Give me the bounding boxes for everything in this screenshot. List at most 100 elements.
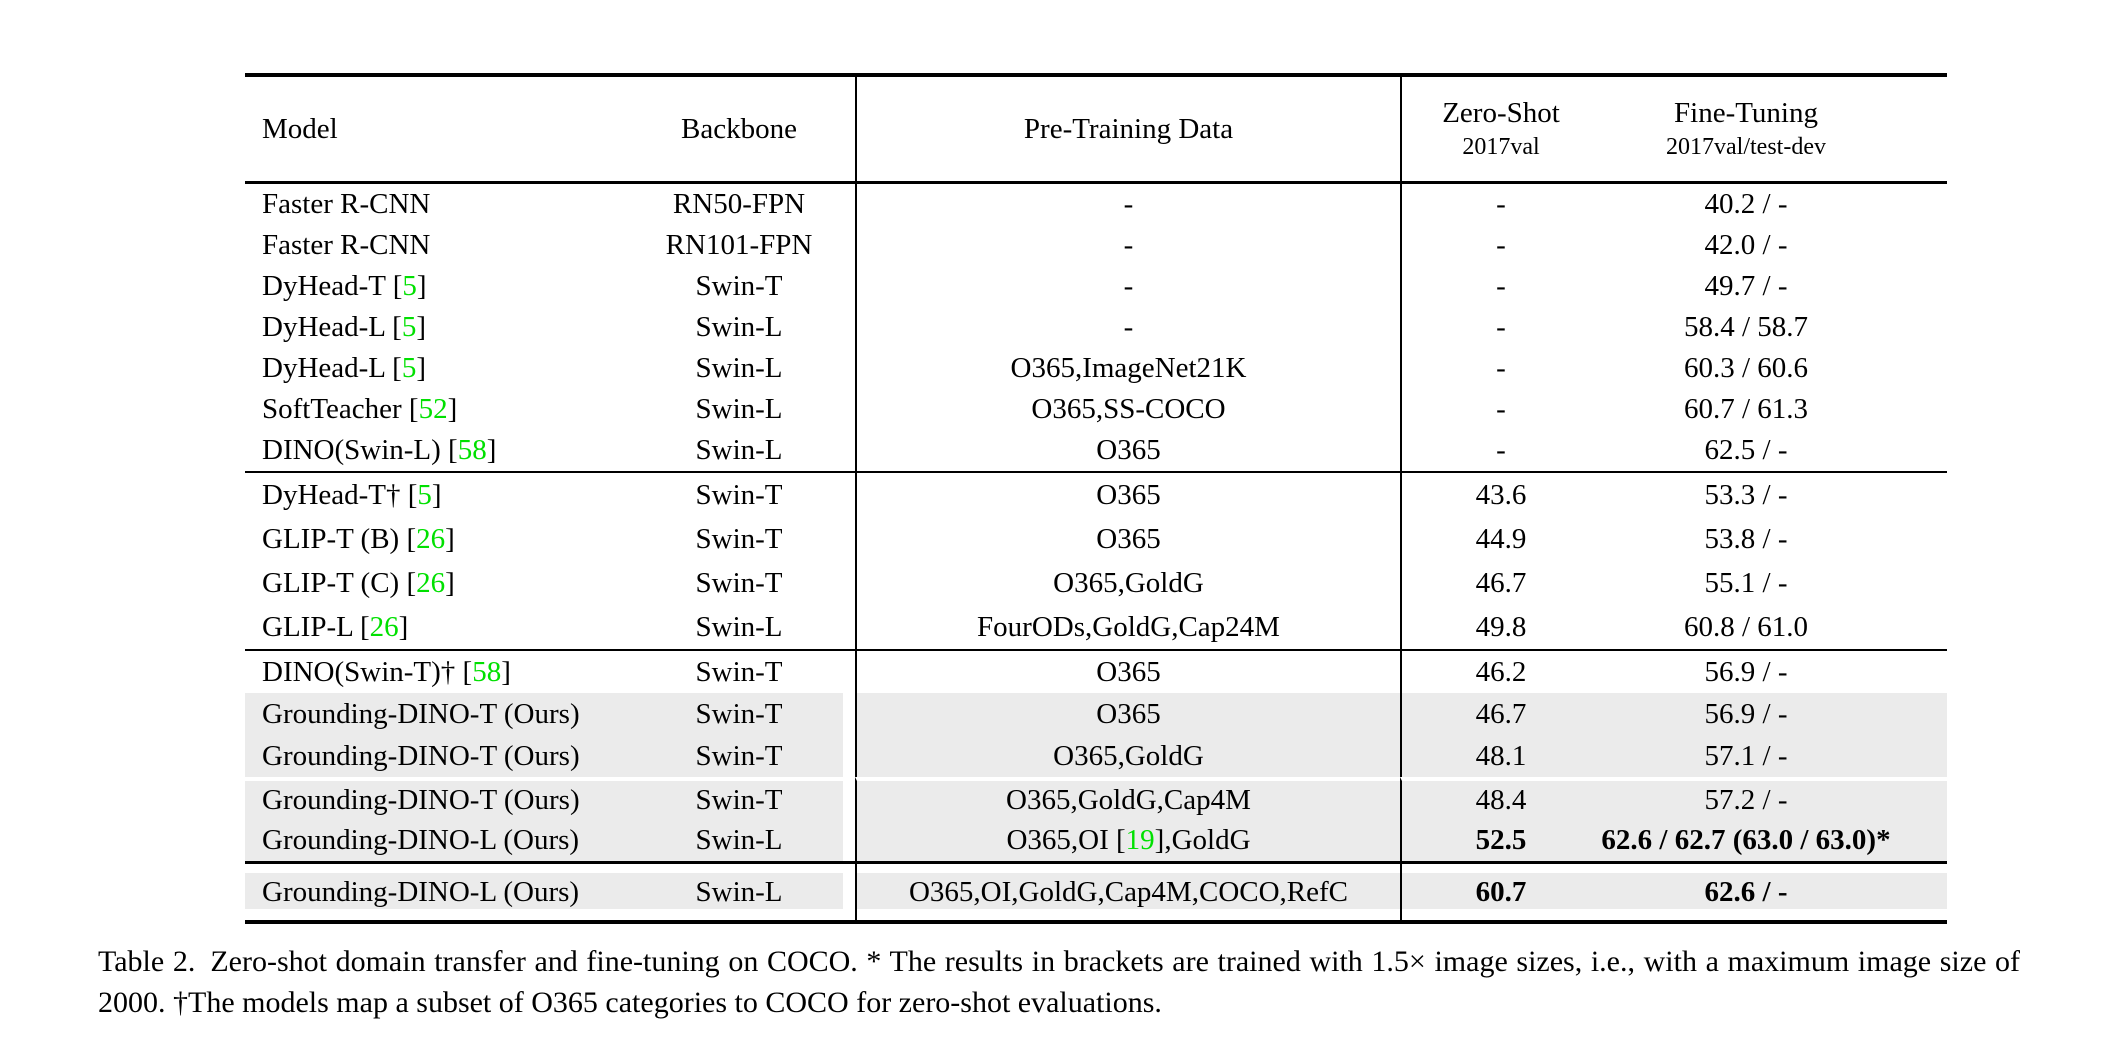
pretrain-text: - bbox=[1123, 270, 1134, 302]
header-pretrain-label: Pre-Training Data bbox=[1023, 112, 1234, 145]
cell-model: Grounding-DINO-L (Ours) bbox=[245, 819, 635, 861]
cell-zeroshot-score: 43.6 bbox=[1400, 473, 1600, 517]
cell-backbone: Swin-T bbox=[635, 561, 855, 605]
cell-backbone: RN101-FPN bbox=[635, 225, 855, 266]
cell-model: SoftTeacher [52] bbox=[245, 389, 635, 430]
cell-zeroshot-score: 49.8 bbox=[1400, 605, 1600, 649]
cell-finetune-score: 57.1 / - bbox=[1600, 735, 1892, 777]
spacer-cell bbox=[1892, 307, 1947, 348]
cell-finetune-score: 60.8 / 61.0 bbox=[1683, 610, 1809, 643]
table-row: Grounding-DINO-L (Ours) Swin-L O365,OI,Gol… bbox=[245, 864, 1947, 920]
cell-zeroshot-score: 46.2 bbox=[1400, 651, 1600, 693]
cell-backbone: Swin-L bbox=[635, 348, 855, 389]
table-row: DINO(Swin-T)† [58] Swin-T O365 46.2 56.9 / - bbox=[245, 651, 1947, 693]
cell-model: DINO(Swin-T)† [58] bbox=[245, 651, 635, 693]
cell-pretrain-data: - bbox=[855, 266, 1400, 307]
cell-pretrain-data: - bbox=[855, 184, 1400, 225]
model-text: ] bbox=[431, 478, 442, 511]
table-row: Grounding-DINO-T (Ours) Swin-T O365,GoldG 4… bbox=[245, 735, 1947, 777]
cell-zeroshot-score: - bbox=[1400, 389, 1600, 430]
cell-backbone: Swin-L bbox=[635, 819, 855, 861]
model-text: GLIP-T (C) [ bbox=[262, 566, 417, 599]
citation-ref: 5 bbox=[401, 311, 417, 343]
model-text: SoftTeacher [ bbox=[262, 393, 419, 425]
citation-ref: 26 bbox=[369, 610, 399, 643]
model-text: ] bbox=[445, 566, 455, 599]
table-caption: Table 2. Zero-shot domain transfer and f… bbox=[98, 945, 2020, 1019]
cell-model: Faster R-CNN bbox=[245, 225, 635, 266]
cell-pretrain-data: O365,SS-COCO bbox=[855, 389, 1400, 430]
table-row: DyHead-L [5] Swin-L - -58.4 / 58.7 bbox=[245, 307, 1947, 348]
cell-pretrain-data: O365,GoldG bbox=[855, 735, 1400, 777]
spacer-cell bbox=[1892, 777, 1947, 819]
cell-pretrain-data: O365,GoldG bbox=[855, 561, 1400, 605]
header-zeroshot-sublabel: 2017val bbox=[1462, 134, 1540, 160]
cell-pretrain-data: O365,GoldG,Cap4M bbox=[855, 777, 1400, 819]
cell-backbone: RN50-FPN bbox=[635, 184, 855, 225]
cell-finetune-score: 53.3 / - bbox=[1704, 478, 1788, 511]
cell-finetune-score: 57.2 / - bbox=[1600, 777, 1892, 819]
model-text: Faster R-CNN bbox=[262, 229, 431, 261]
table-rule bbox=[245, 861, 1947, 864]
model-text: ] bbox=[416, 270, 427, 302]
model-text: Grounding-DINO-L (Ours) bbox=[262, 823, 580, 856]
model-text: DyHead-L [ bbox=[262, 311, 402, 343]
cell-zeroshot-score: - bbox=[1400, 348, 1600, 389]
spacer-cell bbox=[1892, 651, 1947, 693]
model-text: Faster R-CNN bbox=[262, 188, 431, 220]
model-text: Grounding-DINO-L (Ours) bbox=[262, 875, 580, 908]
cell-zeroshot-score: - bbox=[1400, 307, 1600, 348]
cell-model: Grounding-DINO-T (Ours) bbox=[245, 777, 635, 819]
citation-ref: 5 bbox=[402, 270, 417, 302]
citation-ref: 26 bbox=[416, 566, 446, 599]
spacer-cell bbox=[1892, 517, 1947, 561]
citation-ref: 58 bbox=[472, 655, 502, 688]
model-text: ] bbox=[447, 393, 458, 425]
table-row: GLIP-T (C) [26] Swin-T O365,GoldG 46.7 55.1 … bbox=[245, 561, 1947, 605]
cell-backbone: Swin-L bbox=[635, 864, 855, 920]
header-pretrain-data: Pre-Training Data bbox=[855, 77, 1400, 181]
table-row: DyHead-T† [5] Swin-T O365 43.6 53.3 / - bbox=[245, 473, 1947, 517]
pretrain-text: O365,GoldG bbox=[1053, 566, 1204, 599]
cell-backbone: Swin-T bbox=[635, 266, 855, 307]
table-section-2: DyHead-T† [5] Swin-T O365 43.6 53.3 / - GLIP-… bbox=[245, 473, 1947, 649]
cell-backbone: Swin-T bbox=[635, 473, 855, 517]
cell-model: Grounding-DINO-L (Ours) bbox=[245, 864, 635, 920]
cell-zeroshot-score: 48.4 bbox=[1400, 777, 1600, 819]
cell-model: DyHead-T [5] bbox=[245, 266, 635, 307]
cell-finetune-score: 42.0 / - bbox=[1704, 229, 1788, 261]
citation-ref: 58 bbox=[457, 434, 487, 466]
model-text: ] bbox=[445, 522, 455, 555]
table-header: Model Backbone Pre-Training Data Zero-Sh… bbox=[245, 77, 1947, 181]
cell-model: GLIP-L [26] bbox=[245, 605, 635, 649]
model-text: Grounding-DINO-T (Ours) bbox=[262, 783, 580, 816]
model-text: ] bbox=[486, 434, 497, 466]
cell-zeroshot-score: 60.7 bbox=[1400, 864, 1600, 920]
table-row: DyHead-L [5] Swin-L O365,ImageNet21K -60.3 … bbox=[245, 348, 1947, 389]
pretrain-text: O365 bbox=[1096, 655, 1161, 688]
cell-model: GLIP-T (B) [26] bbox=[245, 517, 635, 561]
citation-ref: 5 bbox=[401, 352, 417, 384]
header-finetune-sublabel: 2017val/test-dev bbox=[1666, 134, 1826, 160]
cell-model: DyHead-L [5] bbox=[245, 307, 635, 348]
pretrain-text: O365 bbox=[1096, 522, 1161, 555]
cell-model: DINO(Swin-L) [58] bbox=[245, 430, 635, 471]
pretrain-text: O365,ImageNet21K bbox=[1010, 352, 1247, 384]
pretrain-text: - bbox=[1123, 188, 1134, 220]
spacer-cell bbox=[1892, 735, 1947, 777]
cell-zeroshot-score: 44.9 bbox=[1400, 517, 1600, 561]
model-text: DINO(Swin-L) [ bbox=[262, 434, 458, 466]
cell-zeroshot-score: - bbox=[1400, 184, 1600, 225]
pretrain-text: O365,OI [ bbox=[1006, 823, 1126, 856]
cell-pretrain-data: O365 bbox=[855, 430, 1400, 471]
table-rule bbox=[245, 471, 1947, 473]
table-row: Grounding-DINO-L (Ours) Swin-L O365,OI [19… bbox=[245, 819, 1947, 861]
cell-finetune-score: 53.8 / - bbox=[1704, 522, 1788, 555]
table-row: Faster R-CNN RN101-FPN - - 42.0 / - bbox=[245, 225, 1947, 266]
table-header-rule bbox=[245, 181, 1947, 184]
pretrain-text: ],GoldG bbox=[1154, 823, 1251, 856]
table-row: DyHead-T [5] Swin-T - -49.7 / - bbox=[245, 266, 1947, 307]
pretrain-text: FourODs,GoldG,Cap24M bbox=[977, 610, 1280, 643]
cell-backbone: Swin-T bbox=[635, 735, 855, 777]
